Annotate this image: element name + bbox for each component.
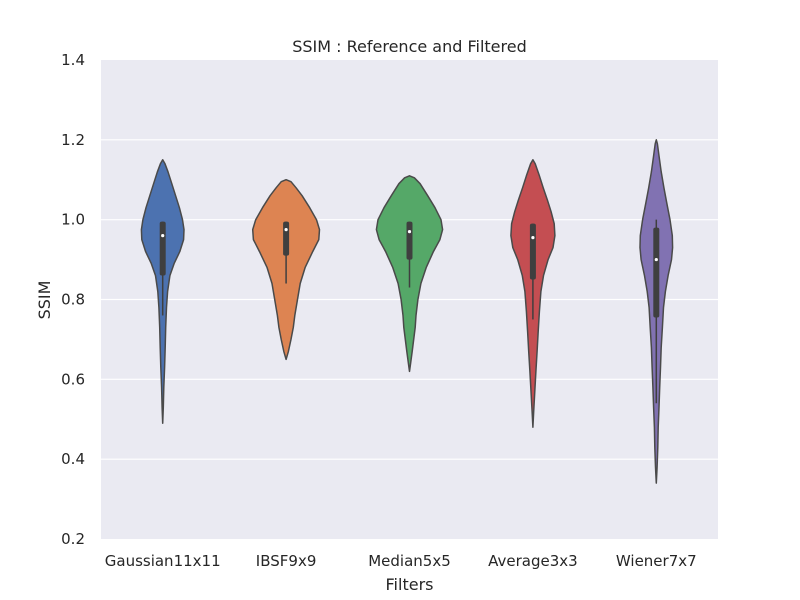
violin-median	[531, 236, 535, 240]
y-tick-label: 0.8	[61, 291, 85, 309]
violin-iqr-box	[653, 227, 660, 318]
y-tick-label: 1.4	[61, 51, 85, 69]
y-tick-label: 1.2	[61, 131, 85, 149]
x-tick-label: Median5x5	[368, 552, 451, 570]
x-tick-label: Average3x3	[488, 552, 578, 570]
y-tick-label: 1.0	[61, 211, 85, 229]
x-tick-labels: Gaussian11x11 IBSF9x9 Median5x5 Average3x3 W…	[105, 552, 697, 570]
y-tick-label: 0.2	[61, 530, 85, 548]
violin-iqr-box	[159, 221, 166, 276]
x-axis-label: Filters	[386, 575, 434, 594]
violin-median	[284, 228, 288, 232]
y-tick-label: 0.6	[61, 370, 85, 388]
violin-median	[654, 257, 658, 262]
y-tick-labels: 0.2 0.4 0.6 0.8 1.0 1.2 1.4	[61, 51, 85, 548]
y-axis-label: SSIM	[35, 281, 54, 320]
violin-median	[407, 230, 412, 234]
violin-group	[140, 139, 674, 484]
x-tick-label: IBSF9x9	[256, 552, 317, 570]
x-tick-label: Gaussian11x11	[105, 552, 221, 570]
violin-iqr-box	[283, 221, 290, 256]
violin-median	[161, 234, 165, 238]
y-tick-label: 0.4	[61, 450, 85, 468]
chart-title: SSIM : Reference and Filtered	[292, 37, 527, 56]
violin-iqr-box	[406, 221, 413, 260]
violin-iqr-box	[529, 223, 536, 280]
x-tick-label: Wiener7x7	[616, 552, 697, 570]
